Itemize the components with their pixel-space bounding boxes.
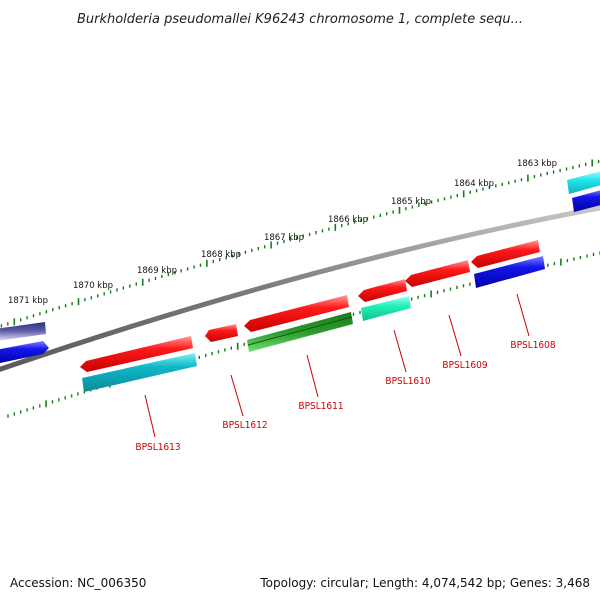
map-title: Burkholderia pseudomallei K96243 chromos…	[77, 12, 523, 27]
feature-blue-left[interactable]	[0, 341, 49, 364]
leader-bpsl1612	[230, 374, 244, 417]
feature-bpsl1611-green[interactable]	[247, 312, 353, 352]
gene-labels: BPSL1613 BPSL1612 BPSL1611 BPSL1610 BPSL…	[135, 340, 555, 453]
feature-bpsl1611-red[interactable]	[244, 295, 349, 332]
scale-label-1864: 1864 kbp	[454, 179, 494, 189]
gene-label-bpsl1613[interactable]: BPSL1613	[135, 442, 180, 453]
gene-label-bpsl1608[interactable]: BPSL1608	[510, 340, 555, 351]
feature-bpsl1611-green-stripe	[247, 316, 353, 346]
feature-bpsl1613-teal[interactable]	[82, 353, 197, 392]
scale-labels: 1871 kbp 1870 kbp 1869 kbp 1868 kbp 1867…	[8, 159, 557, 306]
gene-label-bpsl1610[interactable]: BPSL1610	[385, 376, 430, 387]
scale-label-1863: 1863 kbp	[517, 159, 557, 169]
gene-label-bpsl1609[interactable]: BPSL1609	[442, 360, 487, 371]
leader-bpsl1613	[144, 394, 156, 438]
feature-bpsl1610-aqua[interactable]	[361, 296, 411, 321]
scale-label-1866: 1866 kbp	[328, 215, 368, 225]
leader-bpsl1608	[516, 293, 530, 337]
feature-bpsl1609-red[interactable]	[405, 260, 470, 287]
scale-label-1871: 1871 kbp	[8, 296, 48, 306]
gene-label-bpsl1612[interactable]: BPSL1612	[222, 420, 267, 431]
gene-label-bpsl1611[interactable]: BPSL1611	[298, 401, 343, 412]
leader-bpsl1610	[393, 329, 407, 373]
leader-bpsl1611	[306, 354, 319, 398]
feature-navy-left[interactable]	[0, 322, 46, 341]
scale-label-1867: 1867 kbp	[264, 233, 304, 243]
outer-scale-ticks	[0, 159, 600, 328]
label-leader-lines	[144, 293, 530, 438]
feature-cyan-right[interactable]	[567, 170, 600, 194]
feature-bpsl1608-red[interactable]	[471, 240, 540, 268]
feature-bpsl1610-red[interactable]	[358, 279, 407, 302]
chromosome-backbone	[0, 205, 600, 372]
feature-bpsl1613-red[interactable]	[80, 336, 193, 372]
leader-bpsl1609	[448, 314, 462, 357]
accession-text: Accession: NC_006350	[10, 576, 147, 590]
feature-bpsl1612-red[interactable]	[205, 324, 238, 342]
gene-features	[0, 170, 600, 392]
scale-label-1868: 1868 kbp	[201, 250, 241, 260]
feature-blue-right[interactable]	[572, 189, 600, 212]
scale-label-1869: 1869 kbp	[137, 266, 177, 276]
scale-label-1870: 1870 kbp	[73, 281, 113, 291]
scale-label-1865: 1865 kbp	[391, 197, 431, 207]
feature-bpsl1608-blue[interactable]	[474, 256, 545, 288]
genome-summary-text: Topology: circular; Length: 4,074,542 bp…	[260, 576, 590, 590]
